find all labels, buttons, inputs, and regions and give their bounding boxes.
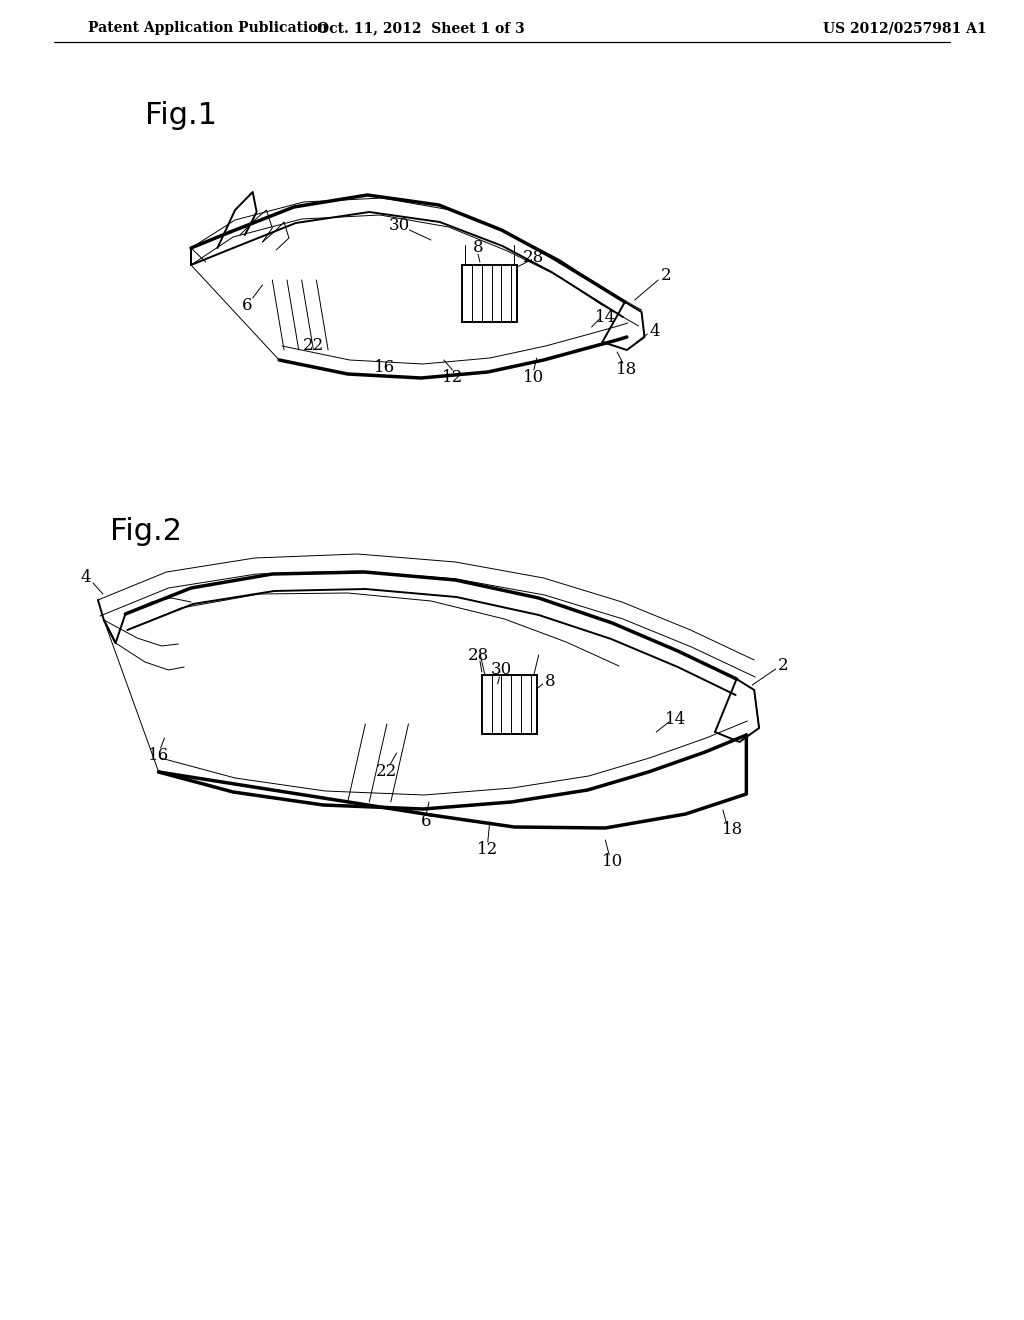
- Text: 6: 6: [242, 297, 252, 314]
- Text: 2: 2: [660, 267, 672, 284]
- Text: 10: 10: [601, 854, 623, 870]
- Text: Oct. 11, 2012  Sheet 1 of 3: Oct. 11, 2012 Sheet 1 of 3: [317, 21, 525, 36]
- Text: 22: 22: [303, 337, 324, 354]
- Text: 28: 28: [523, 249, 545, 267]
- Text: 8: 8: [473, 239, 483, 256]
- Text: 6: 6: [421, 813, 431, 830]
- Text: Patent Application Publication: Patent Application Publication: [88, 21, 328, 36]
- Text: 18: 18: [616, 362, 638, 379]
- Text: 8: 8: [545, 673, 556, 690]
- Text: 12: 12: [477, 842, 499, 858]
- Text: 12: 12: [442, 370, 463, 387]
- Text: US 2012/0257981 A1: US 2012/0257981 A1: [822, 21, 986, 36]
- Text: 28: 28: [467, 647, 488, 664]
- Text: 16: 16: [148, 747, 169, 763]
- Text: Fig.2: Fig.2: [110, 517, 181, 546]
- Text: 16: 16: [375, 359, 395, 376]
- Text: 4: 4: [81, 569, 91, 586]
- Text: 14: 14: [666, 711, 686, 729]
- Text: 10: 10: [523, 370, 545, 387]
- Text: Fig.1: Fig.1: [145, 100, 217, 129]
- Text: 30: 30: [389, 216, 411, 234]
- Text: 30: 30: [490, 661, 512, 678]
- Text: 2: 2: [778, 656, 788, 673]
- Text: 14: 14: [595, 309, 616, 326]
- Text: 18: 18: [722, 821, 743, 838]
- Text: 22: 22: [376, 763, 397, 780]
- Text: 4: 4: [649, 323, 659, 341]
